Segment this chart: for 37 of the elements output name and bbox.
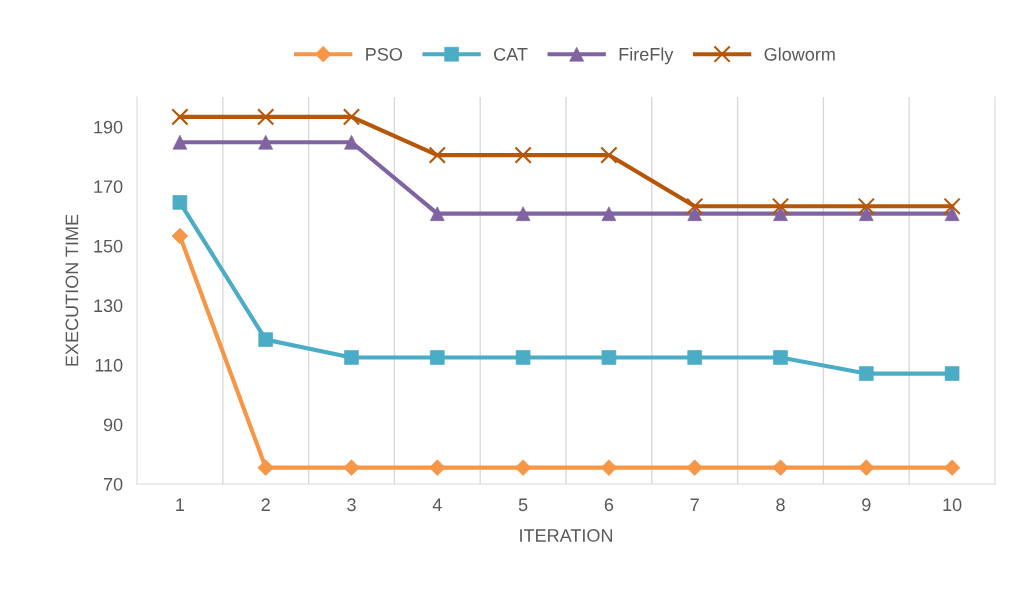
point (430, 206, 445, 221)
point (257, 108, 275, 126)
legend-label: CAT (494, 47, 528, 61)
y-tick-label: 90 (103, 418, 123, 432)
point (514, 146, 532, 164)
y-tick-label: 150 (94, 239, 123, 253)
x-tick-label: 6 (604, 498, 614, 512)
point (857, 197, 875, 215)
legend-label: PSO (366, 47, 403, 61)
y-tick-label: 170 (94, 180, 123, 194)
legend-label: Gloworm (764, 47, 835, 61)
point (171, 108, 189, 126)
point (258, 332, 273, 347)
point (686, 197, 704, 215)
x-tick-label: 4 (432, 498, 442, 511)
x-axis-title: ITERATION (520, 529, 613, 542)
x-tick-label: 5 (518, 498, 528, 512)
y-tick-label: 110 (95, 358, 123, 372)
x-tick-label: 9 (862, 498, 871, 512)
x-tick-label: 10 (943, 498, 962, 512)
legend-label: FireFly (619, 47, 674, 65)
y-axis-title: EXECUTION TIME (65, 214, 79, 366)
y-tick-label: 70 (103, 477, 123, 491)
point (600, 459, 618, 476)
point (342, 108, 361, 126)
x-tick-label: 1 (176, 498, 185, 511)
point (943, 197, 961, 215)
x-tick-label: 8 (776, 498, 785, 512)
x-tick-label: 7 (690, 498, 699, 511)
x-tick-label: 3 (347, 498, 356, 512)
point (600, 146, 618, 164)
y-tick-label: 130 (94, 299, 123, 313)
x-tick-label: 2 (261, 498, 270, 511)
y-tick-label: 190 (94, 120, 123, 134)
point (771, 197, 790, 215)
point (943, 459, 961, 476)
point (428, 146, 446, 164)
